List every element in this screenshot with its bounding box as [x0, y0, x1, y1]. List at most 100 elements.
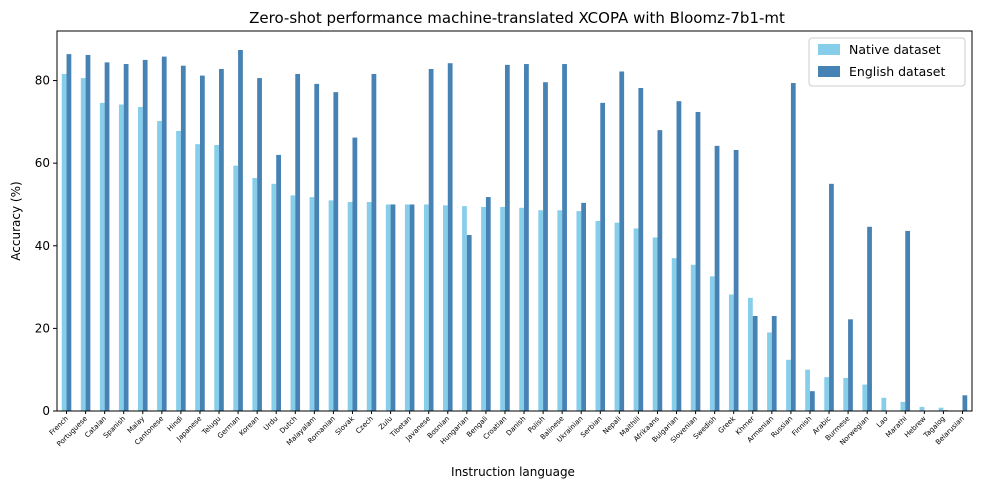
bar-english-hungarian	[466, 235, 472, 411]
bar-english-japanese	[199, 75, 205, 412]
bar-english-czech	[371, 73, 377, 412]
plot-frame	[56, 30, 973, 412]
bar-native-portuguese	[80, 78, 86, 411]
bar-native-hindi	[176, 130, 181, 411]
legend-label: English dataset	[849, 64, 945, 79]
bar-native-bosnian	[443, 205, 448, 411]
y-tick-label: 20	[35, 321, 50, 335]
x-tick-label: Russian	[770, 415, 795, 440]
x-tick-label: Zulu	[377, 415, 394, 432]
bar-native-romanian	[328, 200, 334, 411]
bar-english-slovak	[352, 137, 358, 411]
x-tick-label: Urdu	[262, 415, 280, 433]
x-tick-label: Korean	[238, 415, 261, 438]
y-tick-label: 60	[35, 156, 50, 170]
bar-english-croatian	[504, 64, 510, 412]
bar-english-burmese	[848, 319, 853, 411]
y-axis: 0 20 40 60 80	[35, 74, 57, 418]
bar-native-maithili	[633, 228, 639, 411]
bar-native-malay	[138, 107, 143, 411]
bar-english-greek	[733, 149, 739, 411]
bar-native-ukrainian	[576, 211, 582, 411]
bar-english-serbian	[600, 102, 606, 412]
x-axis: FrenchPortugueseCatalanSpanishMalayCanto…	[48, 411, 966, 448]
bar-native-czech	[366, 202, 372, 411]
bar-native-tibetan	[404, 204, 410, 411]
bar-native-lao	[881, 397, 887, 411]
bar-english-russian	[790, 83, 796, 411]
bar-english-zulu	[390, 204, 396, 411]
chart-title: Zero-shot performance machine-translated…	[249, 9, 785, 27]
bar-english-bosnian	[447, 63, 453, 411]
bar-native-burmese	[843, 377, 849, 411]
bar-english-afrikaans	[657, 130, 663, 411]
bar-native-swedish	[709, 276, 715, 411]
bar-native-catalan	[99, 102, 105, 412]
legend-swatch	[818, 44, 840, 55]
bar-native-telugu	[214, 145, 220, 411]
bar-native-arabic	[824, 377, 830, 411]
y-axis-label: Accuracy (%)	[9, 181, 23, 260]
bar-native-khmer	[748, 297, 753, 411]
bar-english-german	[238, 50, 243, 411]
y-tick-label: 80	[35, 74, 50, 88]
bar-native-hungarian	[462, 206, 467, 411]
bar-english-slovenian	[695, 111, 701, 412]
bar-english-norwegian	[867, 226, 872, 411]
bar-native-balinese	[557, 210, 563, 411]
bar-native-malayalam	[309, 197, 315, 411]
bar-english-maithili	[638, 88, 644, 411]
bar-native-russian	[786, 359, 791, 411]
legend-label: Native dataset	[849, 42, 941, 57]
bar-native-polish	[538, 210, 544, 411]
bar-native-croatian	[500, 206, 505, 411]
bar-english-swedish	[714, 145, 720, 411]
bar-english-khmer	[752, 316, 758, 411]
x-tick-label: Czech	[354, 415, 375, 436]
bar-english-malay	[142, 59, 148, 411]
bar-native-tagalog	[938, 407, 944, 411]
bar-english-javanese	[428, 69, 434, 411]
bar-english-arabic	[829, 183, 834, 411]
bar-native-slovak	[347, 202, 353, 411]
bar-native-urdu	[271, 183, 277, 411]
bar-english-bengali	[485, 197, 491, 411]
bar-english-belarusian	[962, 395, 968, 411]
bar-english-hindi	[180, 65, 186, 411]
bar-native-serbian	[595, 221, 601, 411]
bar-native-zulu	[385, 204, 391, 411]
bar-native-cantonese	[157, 121, 162, 411]
bar-native-javanese	[423, 204, 429, 411]
bar-english-danish	[524, 64, 529, 411]
bar-english-telugu	[219, 69, 224, 411]
bar-native-armenian	[767, 332, 772, 411]
bar-english-spanish	[123, 64, 129, 411]
bar-native-finnish	[805, 369, 810, 411]
x-tick-label: Serbian	[579, 415, 604, 440]
bar-native-norwegian	[862, 384, 868, 411]
bar-native-slovenian	[690, 264, 696, 411]
bar-english-portuguese	[85, 54, 91, 412]
y-tick-label: 0	[42, 404, 50, 418]
bar-english-ukrainian	[581, 202, 586, 411]
bar-english-dutch	[295, 73, 301, 412]
bar-english-bulgarian	[676, 101, 682, 411]
bar-native-bengali	[481, 206, 486, 411]
bar-english-polish	[543, 82, 548, 411]
bar-english-urdu	[276, 154, 281, 411]
bar-native-hebrew	[919, 406, 925, 411]
plot-area	[61, 50, 968, 412]
bar-native-japanese	[195, 144, 200, 412]
x-tick-label: Danish	[505, 415, 528, 438]
bar-native-german	[233, 165, 239, 411]
bar-native-french	[61, 73, 67, 412]
bar-english-finnish	[809, 391, 815, 411]
bar-english-nepali	[619, 71, 625, 411]
x-axis-label: Instruction language	[451, 465, 575, 479]
bar-native-korean	[252, 178, 258, 411]
legend-swatch	[818, 66, 840, 77]
bar-native-marathi	[900, 401, 906, 411]
bar-native-afrikaans	[652, 237, 658, 411]
x-tick-label: Finnish	[790, 415, 813, 438]
